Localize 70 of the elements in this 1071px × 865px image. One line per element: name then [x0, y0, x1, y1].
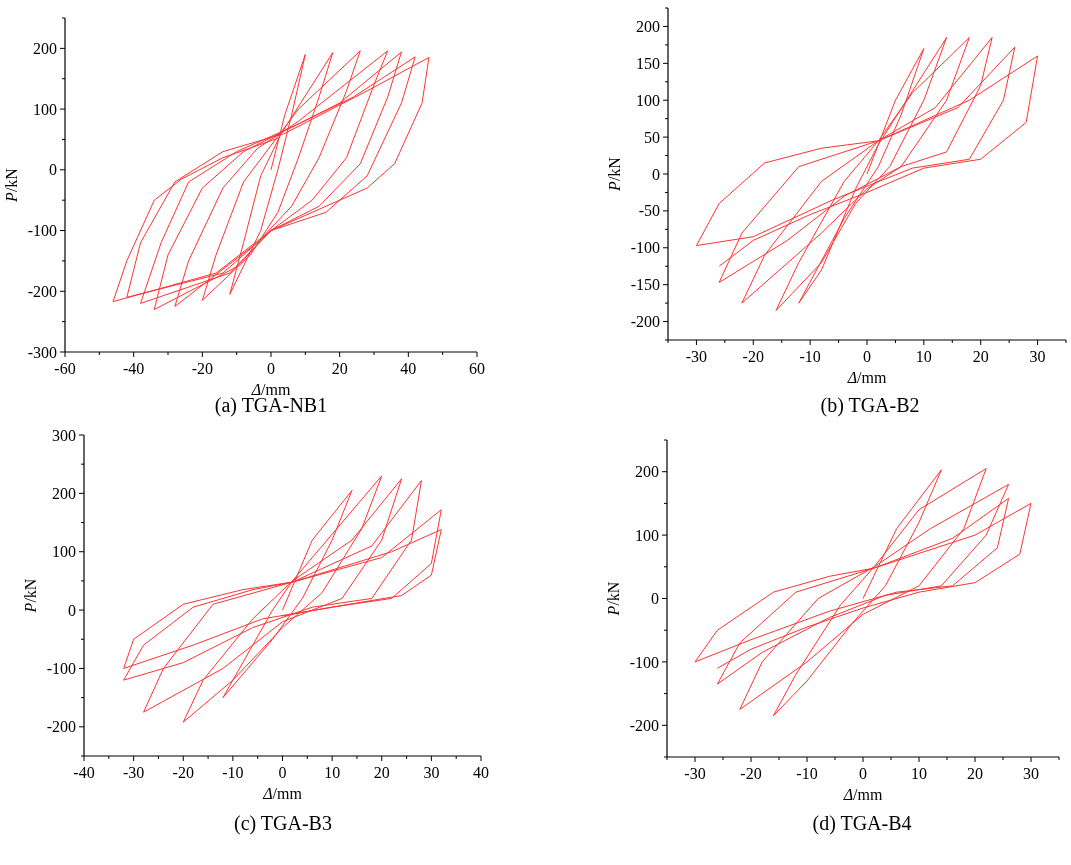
x-axis-title: Δ/mm	[262, 785, 303, 802]
x-tick-label: 30	[423, 764, 440, 781]
y-tick-label: -200	[46, 718, 76, 736]
x-tick-label: 30	[1029, 348, 1046, 365]
x-tick-label: 40	[473, 764, 489, 781]
y-tick-label: 0	[49, 161, 57, 179]
y-axis-title: P/kN	[3, 167, 20, 203]
x-axis-title: Δ/mm	[842, 786, 883, 803]
x-tick-label: -20	[742, 348, 764, 365]
y-tick-label: 300	[52, 426, 76, 444]
y-tick-label: 0	[651, 590, 659, 608]
x-tick-label: 20	[972, 348, 989, 365]
x-tick-label: 30	[1023, 765, 1039, 782]
y-tick-label: 200	[52, 484, 76, 502]
x-tick-label: 20	[331, 360, 348, 377]
x-tick-label: -10	[796, 765, 818, 782]
y-tick-label: 100	[636, 91, 660, 109]
x-tick-label: -30	[122, 764, 145, 781]
x-tick-label: 20	[967, 765, 983, 782]
y-tick-label: 100	[635, 526, 659, 544]
y-tick-label: -100	[27, 222, 57, 240]
y-axis-title: P/kN	[605, 581, 622, 617]
y-axis-title: P/kN	[22, 578, 39, 614]
y-tick-label: -300	[27, 343, 57, 361]
line-series	[123, 475, 442, 723]
x-tick-label: 60	[469, 360, 485, 377]
y-tick-label: 200	[635, 463, 659, 481]
y-tick-label: -150	[630, 276, 660, 294]
y-tick-label: -100	[630, 239, 660, 257]
x-tick-label: -20	[740, 765, 762, 782]
x-tick-label: 0	[859, 765, 867, 782]
x-tick-label: 10	[911, 765, 927, 782]
y-tick-label: 0	[68, 601, 76, 619]
x-tick-label: 10	[324, 764, 341, 781]
y-tick-label: 100	[52, 543, 76, 561]
y-tick-label: 150	[636, 54, 660, 72]
x-tick-label: 0	[278, 764, 287, 781]
x-tick-label: -40	[73, 764, 95, 781]
y-tick-label: -200	[630, 313, 660, 331]
x-tick-label: 0	[863, 348, 871, 365]
x-tick-label: 40	[400, 360, 417, 377]
x-tick-label: -20	[172, 764, 194, 781]
y-tick-label: -100	[629, 653, 659, 671]
y-tick-label: -50	[638, 202, 660, 220]
line-series	[695, 37, 1039, 311]
y-axis-title: P/kN	[606, 156, 623, 192]
y-tick-label: 200	[636, 18, 660, 36]
y-tick-label: 200	[33, 39, 57, 57]
y-tick-label: -200	[27, 282, 57, 300]
x-tick-label: -40	[123, 360, 145, 377]
text: (d) TGA-B4	[812, 812, 912, 835]
x-tick-label: -20	[191, 360, 213, 377]
x-tick-label: 10	[915, 348, 932, 365]
y-tick-label: -200	[629, 716, 659, 734]
x-tick-label: -30	[685, 348, 708, 365]
x-axis-title: Δ/mm	[846, 369, 887, 386]
x-tick-label: 20	[373, 764, 390, 781]
x-tick-label: -10	[799, 348, 821, 365]
y-tick-label: 50	[644, 128, 660, 146]
x-tick-label: -10	[222, 764, 244, 781]
y-tick-label: 0	[652, 165, 660, 183]
y-tick-label: -100	[46, 660, 76, 678]
text: (c) TGA-B3	[234, 812, 332, 835]
line-series	[112, 50, 430, 310]
line-series	[694, 468, 1032, 717]
x-tick-label: -60	[54, 360, 76, 377]
text: (b) TGA-B2	[820, 394, 920, 417]
y-tick-label: 100	[33, 100, 57, 118]
x-tick-label: -30	[684, 765, 706, 782]
x-tick-label: 0	[267, 360, 275, 377]
